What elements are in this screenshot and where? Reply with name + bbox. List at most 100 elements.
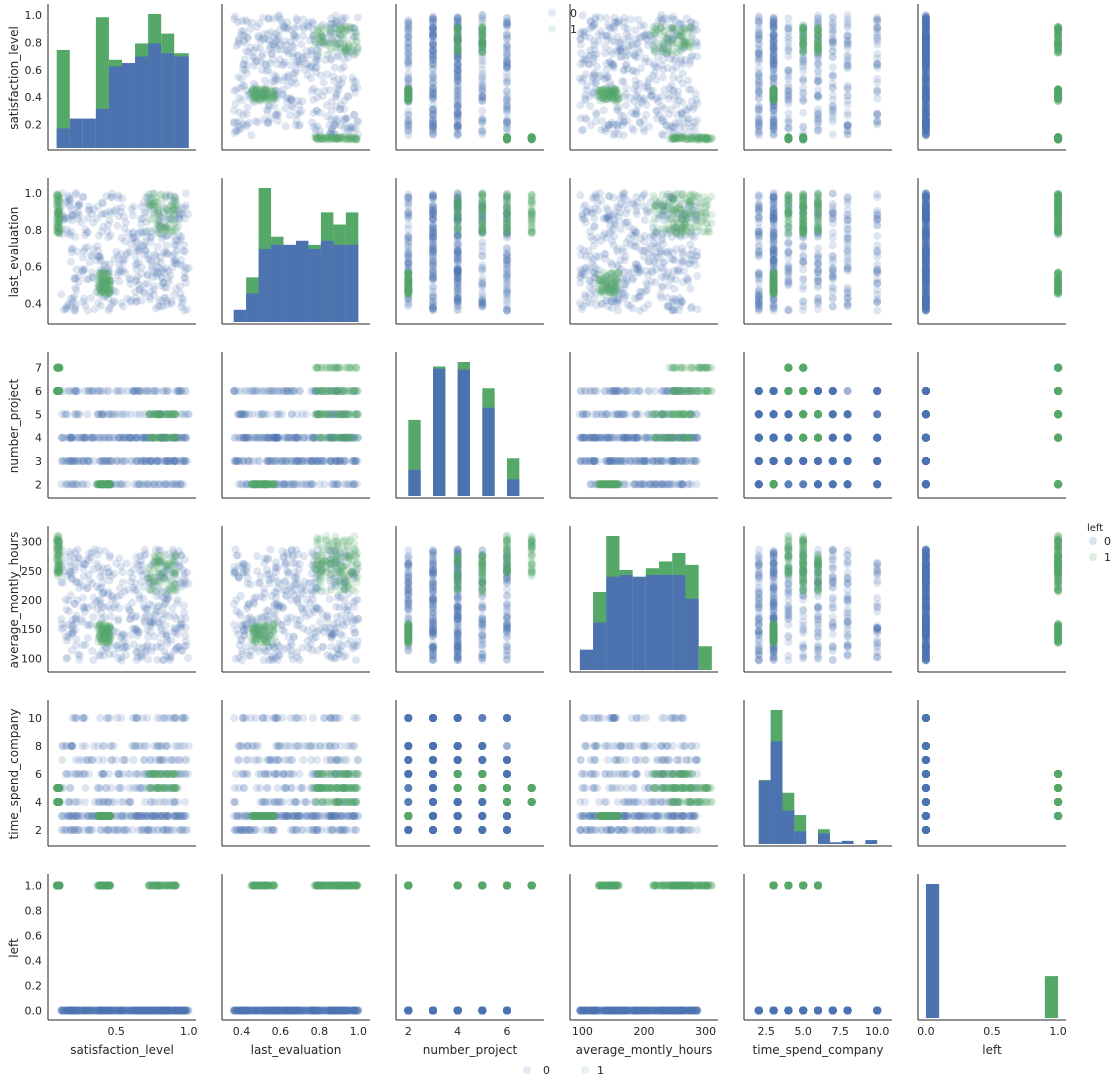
scatter-point (605, 121, 613, 129)
scatter-point (755, 116, 763, 124)
scatter-point (72, 190, 80, 198)
scatter-point (240, 27, 248, 35)
scatter-point (643, 101, 651, 109)
scatter-point (682, 37, 690, 45)
scatter-point (814, 37, 822, 45)
scatter-point (693, 116, 701, 124)
scatter-point (404, 232, 412, 240)
scatter-point (312, 125, 320, 133)
scatter-point (814, 92, 822, 100)
cell-marks (755, 11, 881, 144)
scatter-point (314, 88, 322, 96)
scatter-point (299, 32, 307, 40)
scatter-point (844, 11, 852, 19)
scatter-point (829, 34, 837, 42)
scatter-point (261, 77, 269, 85)
scatter-point (922, 123, 930, 131)
scatter-point (171, 197, 179, 205)
scatter-point (170, 207, 178, 215)
scatter-point (308, 63, 316, 71)
scatter-point (234, 73, 242, 81)
scatter-point (55, 215, 63, 223)
cell-marks (230, 11, 362, 144)
scatter-point (641, 216, 649, 224)
scatter-point (755, 103, 763, 111)
scatter-point (617, 39, 625, 47)
scatter-point (138, 297, 146, 305)
scatter-point (126, 280, 134, 288)
scatter-point (799, 109, 807, 117)
hist-bar-left-0 (122, 63, 135, 148)
scatter-point (127, 240, 135, 248)
scatter-point (287, 95, 295, 103)
scatter-point (279, 90, 287, 98)
cell-marks (404, 189, 535, 315)
scatter-point (1054, 86, 1062, 94)
scatter-point (503, 41, 511, 49)
scatter-point (241, 56, 249, 64)
scatter-point (179, 247, 187, 255)
scatter-point (404, 77, 412, 85)
scatter-point (755, 56, 763, 64)
scatter-point (1054, 34, 1062, 42)
scatter-point (478, 267, 486, 275)
scatter-point (454, 197, 462, 205)
scatter-point (844, 109, 852, 117)
scatter-point (686, 285, 694, 293)
scatter-point (612, 97, 620, 105)
scatter-point (298, 97, 306, 105)
scatter-point (503, 213, 511, 221)
scatter-point (665, 91, 673, 99)
scatter-point (755, 128, 763, 136)
cell-marks (576, 11, 716, 144)
scatter-point (604, 73, 612, 81)
scatter-point (661, 274, 669, 282)
scatter-point (873, 95, 881, 103)
scatter-point (755, 48, 763, 56)
scatter-point (628, 304, 636, 312)
scatter-point (307, 74, 315, 82)
hist-bar-left-0 (246, 294, 258, 322)
scatter-point (289, 70, 297, 78)
scatter-point (123, 251, 131, 259)
scatter-point (659, 66, 667, 74)
scatter-point (404, 127, 412, 135)
scatter-point (300, 66, 308, 74)
scatter-point (54, 201, 62, 209)
scatter-point (157, 281, 165, 289)
scatter-point (600, 106, 608, 114)
scatter-point (266, 60, 274, 68)
scatter-point (583, 82, 591, 90)
scatter-point (454, 66, 462, 74)
scatter-point (160, 205, 168, 213)
scatter-point (799, 97, 807, 105)
scatter-point (302, 52, 310, 60)
scatter-point (148, 266, 156, 274)
scatter-point (429, 228, 437, 236)
hist-bar-left-0 (83, 119, 96, 148)
scatter-point (478, 131, 486, 139)
ytick-label: 0.6 (25, 64, 43, 77)
hist-bar-left-0 (346, 245, 358, 322)
scatter-point (292, 116, 300, 124)
scatter-point (784, 66, 792, 74)
scatter-point (256, 44, 264, 52)
scatter-point (150, 197, 158, 205)
scatter-point (755, 78, 763, 86)
scatter-point (586, 46, 594, 54)
scatter-point (922, 34, 930, 42)
scatter-point (297, 107, 305, 115)
scatter-point (799, 76, 807, 84)
scatter-point (1054, 97, 1062, 105)
scatter-point (503, 281, 511, 289)
scatter-point (652, 107, 660, 115)
scatter-point (829, 102, 837, 110)
scatter-point (478, 33, 486, 41)
ytick-label: 0.8 (25, 36, 43, 49)
scatter-point (230, 107, 238, 115)
cell-satisfaction_level-vs-number_project (396, 4, 544, 150)
scatter-point (622, 101, 630, 109)
scatter-point (94, 288, 102, 296)
scatter-point (528, 193, 536, 201)
cell-satisfaction_level-vs-time_spend_company (744, 4, 892, 150)
